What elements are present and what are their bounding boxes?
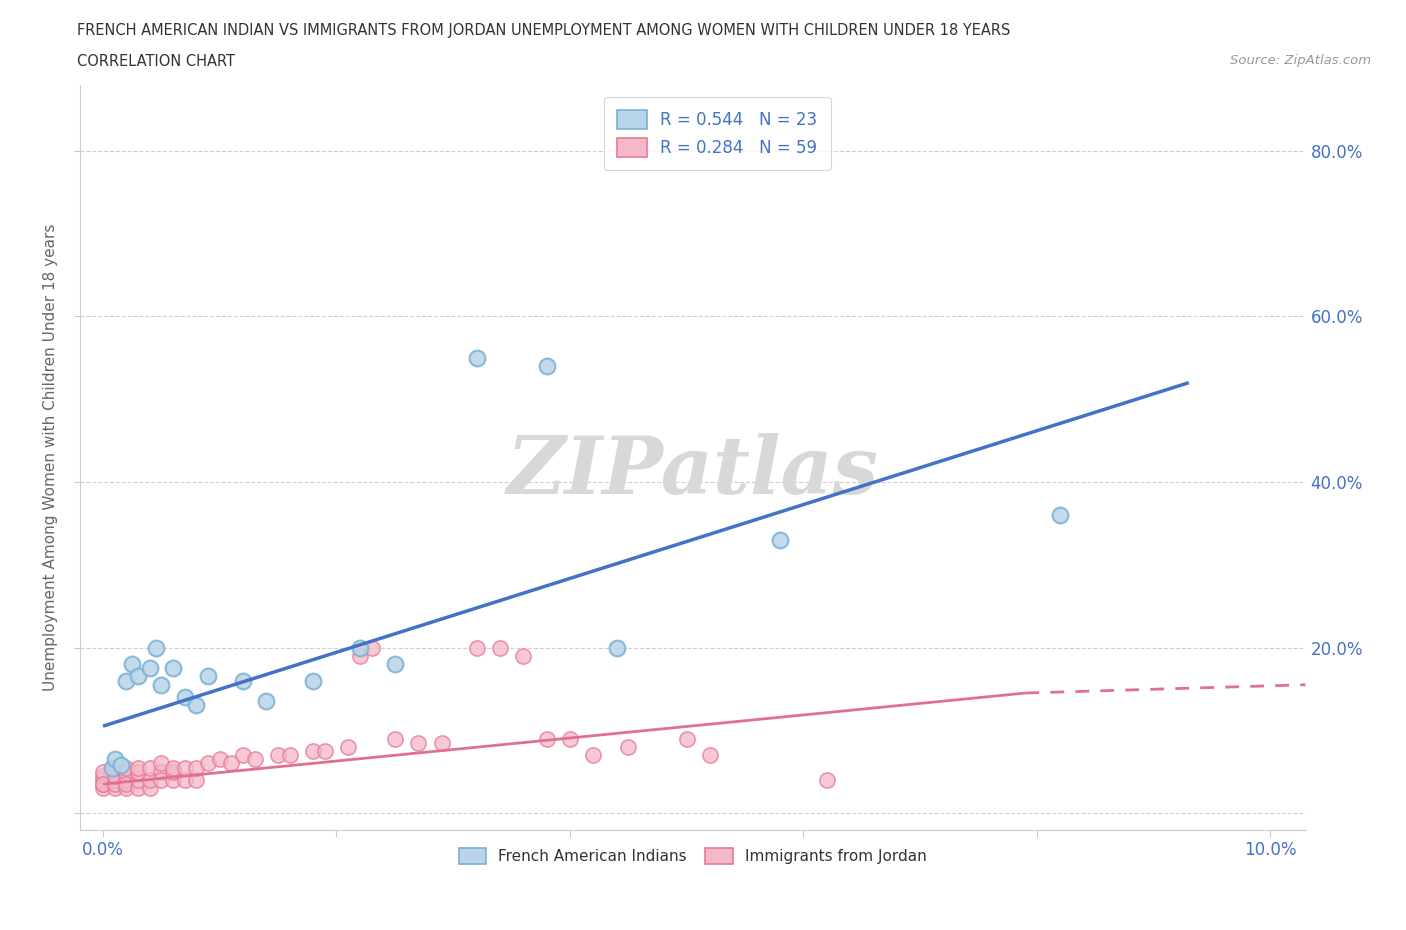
Point [606,640,628,655]
Point [173,760,195,775]
Point [675,731,697,746]
Point [232,673,254,688]
Point [489,640,512,655]
Point [536,359,558,374]
Point [232,748,254,763]
Point [278,748,301,763]
Point [349,648,371,663]
Point [406,736,429,751]
Point [115,777,138,791]
Point [558,731,581,746]
Point [104,768,127,783]
Point [150,677,173,692]
Point [138,661,160,676]
Point [115,773,138,788]
Point [150,756,173,771]
Point [91,781,114,796]
Point [349,640,371,655]
Point [91,777,114,791]
Point [465,351,488,365]
Point [91,768,114,783]
Point [115,781,138,796]
Point [127,764,149,779]
Point [115,673,138,688]
Point [582,748,605,763]
Point [256,694,278,709]
Text: Source: ZipAtlas.com: Source: ZipAtlas.com [1230,54,1371,67]
Point [127,781,149,796]
Point [127,669,149,684]
Text: ZIPatlas: ZIPatlas [506,433,879,511]
Point [337,739,360,754]
Point [115,760,138,775]
Text: FRENCH AMERICAN INDIAN VS IMMIGRANTS FROM JORDAN UNEMPLOYMENT AMONG WOMEN WITH C: FRENCH AMERICAN INDIAN VS IMMIGRANTS FRO… [77,23,1011,38]
Point [197,756,219,771]
Point [162,760,184,775]
Point [104,764,127,779]
Point [314,743,336,758]
Point [815,773,838,788]
Point [186,760,208,775]
Point [110,758,132,773]
Point [769,533,792,548]
Point [267,748,290,763]
Point [104,773,127,788]
Point [162,773,184,788]
Point [173,690,195,705]
Point [162,764,184,779]
Point [243,751,266,766]
Point [360,640,382,655]
Point [145,640,167,655]
Point [384,657,406,671]
Text: CORRELATION CHART: CORRELATION CHART [77,54,235,69]
Point [104,781,127,796]
Point [186,773,208,788]
Point [302,673,325,688]
Point [91,777,114,791]
Point [150,764,173,779]
Point [127,760,149,775]
Point [197,669,219,684]
Point [1049,508,1071,523]
Point [150,773,173,788]
Point [465,640,488,655]
Point [91,773,114,788]
Point [384,731,406,746]
Point [430,736,453,751]
Point [91,764,114,779]
Legend: French American Indians, Immigrants from Jordan: French American Indians, Immigrants from… [453,843,932,870]
Point [302,743,325,758]
Point [536,731,558,746]
Point [208,751,231,766]
Point [138,781,160,796]
Point [101,760,124,775]
Point [121,657,143,671]
Point [138,760,160,775]
Point [173,773,195,788]
Point [138,773,160,788]
Point [617,739,640,754]
Point [162,661,184,676]
Point [127,773,149,788]
Point [104,777,127,791]
Point [186,698,208,713]
Point [221,756,243,771]
Y-axis label: Unemployment Among Women with Children Under 18 years: Unemployment Among Women with Children U… [44,223,58,691]
Point [115,764,138,779]
Point [699,748,721,763]
Point [104,760,127,775]
Point [104,751,127,766]
Point [512,648,534,663]
